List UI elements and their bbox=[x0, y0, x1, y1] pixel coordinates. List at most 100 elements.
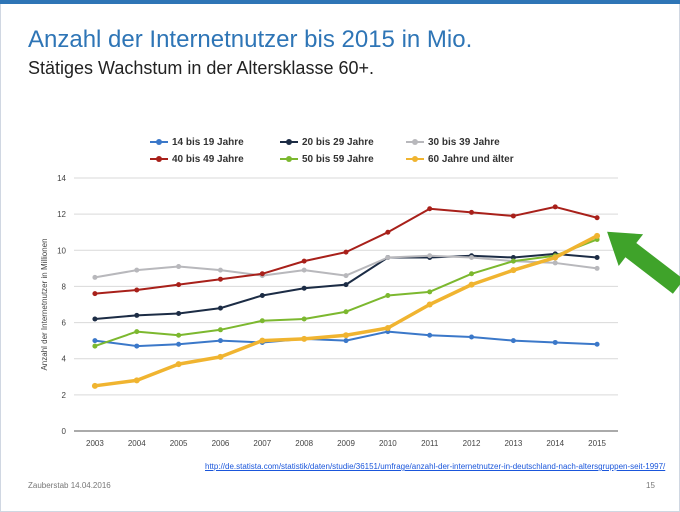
data-point bbox=[217, 305, 223, 311]
data-point bbox=[92, 291, 98, 297]
data-point bbox=[385, 292, 391, 298]
legend-marker bbox=[150, 154, 168, 164]
data-point bbox=[301, 285, 307, 291]
x-tick-label: 2003 bbox=[86, 439, 104, 448]
data-point bbox=[217, 338, 223, 344]
data-point bbox=[552, 339, 558, 345]
data-point bbox=[176, 341, 182, 347]
x-tick-label: 2006 bbox=[212, 439, 230, 448]
source-link[interactable]: http://de.statista.com/statistik/daten/s… bbox=[205, 462, 666, 471]
slide-subtitle: Stätiges Wachstum in der Altersklasse 60… bbox=[28, 58, 374, 78]
y-tick-label: 0 bbox=[62, 427, 67, 436]
data-point bbox=[552, 260, 558, 266]
data-point bbox=[594, 341, 600, 347]
data-point bbox=[92, 274, 98, 280]
data-point bbox=[468, 281, 475, 288]
x-tick-label: 2012 bbox=[463, 439, 481, 448]
data-point bbox=[594, 215, 600, 221]
data-point bbox=[510, 338, 516, 344]
data-point bbox=[259, 271, 265, 277]
data-point bbox=[385, 255, 391, 261]
x-tick-label: 2009 bbox=[337, 439, 355, 448]
data-point bbox=[134, 267, 140, 273]
data-point bbox=[552, 204, 558, 210]
data-point bbox=[134, 343, 140, 349]
data-point bbox=[217, 353, 224, 360]
y-tick-label: 12 bbox=[57, 210, 66, 219]
legend-marker bbox=[150, 137, 168, 147]
x-tick-label: 2004 bbox=[128, 439, 146, 448]
legend-marker bbox=[406, 137, 424, 147]
legend-label: 30 bis 39 Jahre bbox=[428, 137, 500, 148]
legend-item: 60 Jahre und älter bbox=[406, 154, 514, 165]
data-point bbox=[552, 254, 559, 261]
footer-author-date: Zauberstab 14.04.2016 bbox=[28, 481, 111, 490]
x-tick-label: 2015 bbox=[588, 439, 606, 448]
data-point bbox=[343, 309, 349, 315]
data-point bbox=[176, 264, 182, 270]
data-point bbox=[92, 316, 98, 322]
data-point bbox=[594, 232, 601, 239]
data-point bbox=[384, 324, 391, 331]
data-point bbox=[469, 255, 475, 261]
data-point bbox=[385, 229, 391, 235]
legend-item: 14 bis 19 Jahre bbox=[150, 137, 244, 148]
y-tick-label: 14 bbox=[57, 174, 66, 183]
data-point bbox=[343, 332, 349, 339]
data-point bbox=[427, 332, 433, 338]
x-tick-label: 2007 bbox=[253, 439, 271, 448]
slide-top-bar bbox=[0, 0, 680, 4]
data-point bbox=[594, 255, 600, 261]
legend-label: 20 bis 29 Jahre bbox=[302, 137, 374, 148]
data-point bbox=[175, 361, 182, 368]
data-point bbox=[217, 267, 223, 273]
data-point bbox=[343, 273, 349, 279]
chart-axes: 0 2 4 6 8 10 12 14 2003 2004 2005 2006 2007 2008 2009 2… bbox=[40, 174, 607, 448]
data-point bbox=[259, 337, 266, 344]
legend-item: 50 bis 59 Jahre bbox=[280, 154, 374, 165]
data-point bbox=[176, 332, 182, 338]
data-point bbox=[301, 267, 307, 273]
legend-label: 40 bis 49 Jahre bbox=[172, 154, 244, 165]
data-point bbox=[510, 255, 516, 261]
x-tick-label: 2010 bbox=[379, 439, 397, 448]
data-point bbox=[92, 338, 98, 344]
y-tick-label: 10 bbox=[57, 246, 66, 255]
highlight-arrow-shape bbox=[607, 231, 680, 294]
legend-marker bbox=[280, 137, 298, 147]
chart-grid bbox=[74, 177, 618, 432]
data-point bbox=[510, 267, 517, 274]
legend-item: 40 bis 49 Jahre bbox=[150, 154, 244, 165]
data-point bbox=[134, 312, 140, 318]
data-point bbox=[92, 343, 98, 349]
x-tick-label: 2008 bbox=[295, 439, 313, 448]
data-point bbox=[343, 338, 349, 344]
legend-item: 20 bis 29 Jahre bbox=[280, 137, 374, 148]
data-point bbox=[510, 258, 516, 264]
data-point bbox=[91, 382, 98, 389]
y-tick-label: 8 bbox=[62, 282, 67, 291]
data-point bbox=[176, 311, 182, 317]
x-tick-label: 2014 bbox=[546, 439, 564, 448]
data-point bbox=[134, 329, 140, 335]
data-point bbox=[469, 209, 475, 215]
legend-label: 14 bis 19 Jahre bbox=[172, 137, 244, 148]
x-tick-label: 2011 bbox=[421, 439, 439, 448]
data-point bbox=[259, 292, 265, 298]
data-point bbox=[301, 316, 307, 322]
slide-title: Anzahl der Internetnutzer bis 2015 in Mi… bbox=[28, 26, 473, 53]
data-point bbox=[427, 253, 433, 259]
legend-marker bbox=[280, 154, 298, 164]
legend-item: 30 bis 39 Jahre bbox=[406, 137, 500, 148]
data-point bbox=[217, 327, 223, 333]
legend-marker bbox=[406, 154, 424, 164]
highlight-arrow bbox=[607, 231, 680, 294]
legend-label: 60 Jahre und älter bbox=[428, 154, 514, 165]
data-point bbox=[259, 318, 265, 324]
chart-series bbox=[91, 204, 601, 389]
x-tick-label: 2005 bbox=[170, 439, 188, 448]
data-point bbox=[427, 206, 433, 212]
legend-label: 50 bis 59 Jahre bbox=[302, 154, 374, 165]
data-point bbox=[176, 282, 182, 288]
